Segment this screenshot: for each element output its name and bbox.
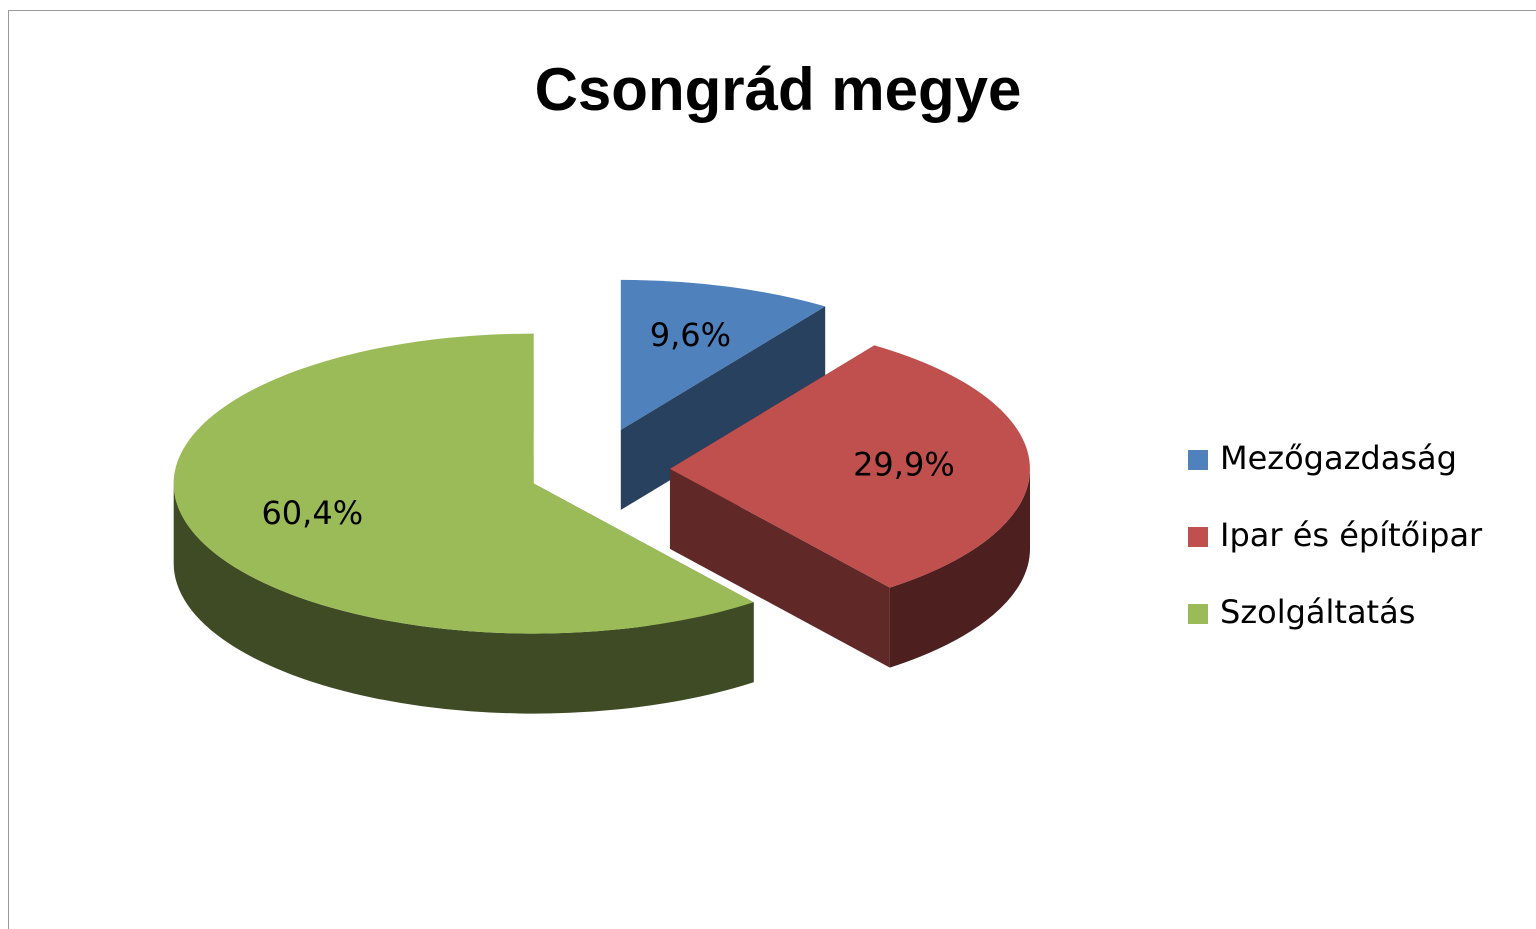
slice-top — [620, 279, 826, 430]
slice-top — [669, 345, 1030, 588]
slice-side — [173, 483, 754, 714]
chart-title: Csongrád megye — [535, 56, 1022, 123]
legend: Mezőgazdaság Ipar és építőipar Szolgáltatá… — [1188, 439, 1483, 631]
slice-wall — [620, 306, 826, 510]
legend-label: Mezőgazdaság — [1220, 439, 1457, 477]
data-label: 9,6% — [650, 316, 731, 354]
legend-swatch — [1188, 604, 1208, 624]
legend-swatch — [1188, 450, 1208, 470]
legend-label: Szolgáltatás — [1220, 593, 1415, 631]
slice-side — [889, 468, 1030, 668]
legend-label: Ipar és építőipar — [1220, 516, 1483, 554]
pie-slice: 29,9% — [669, 345, 1030, 668]
slice-top — [173, 333, 754, 634]
legend-swatch — [1188, 527, 1208, 547]
data-label: 60,4% — [261, 494, 363, 532]
pie-slice: 9,6% — [620, 279, 826, 510]
slice-wall — [669, 468, 890, 668]
pie: 9,6% 29,9% 60,4% — [173, 279, 1030, 714]
pie-slice: 60,4% — [173, 333, 754, 714]
data-label: 29,9% — [853, 445, 955, 483]
